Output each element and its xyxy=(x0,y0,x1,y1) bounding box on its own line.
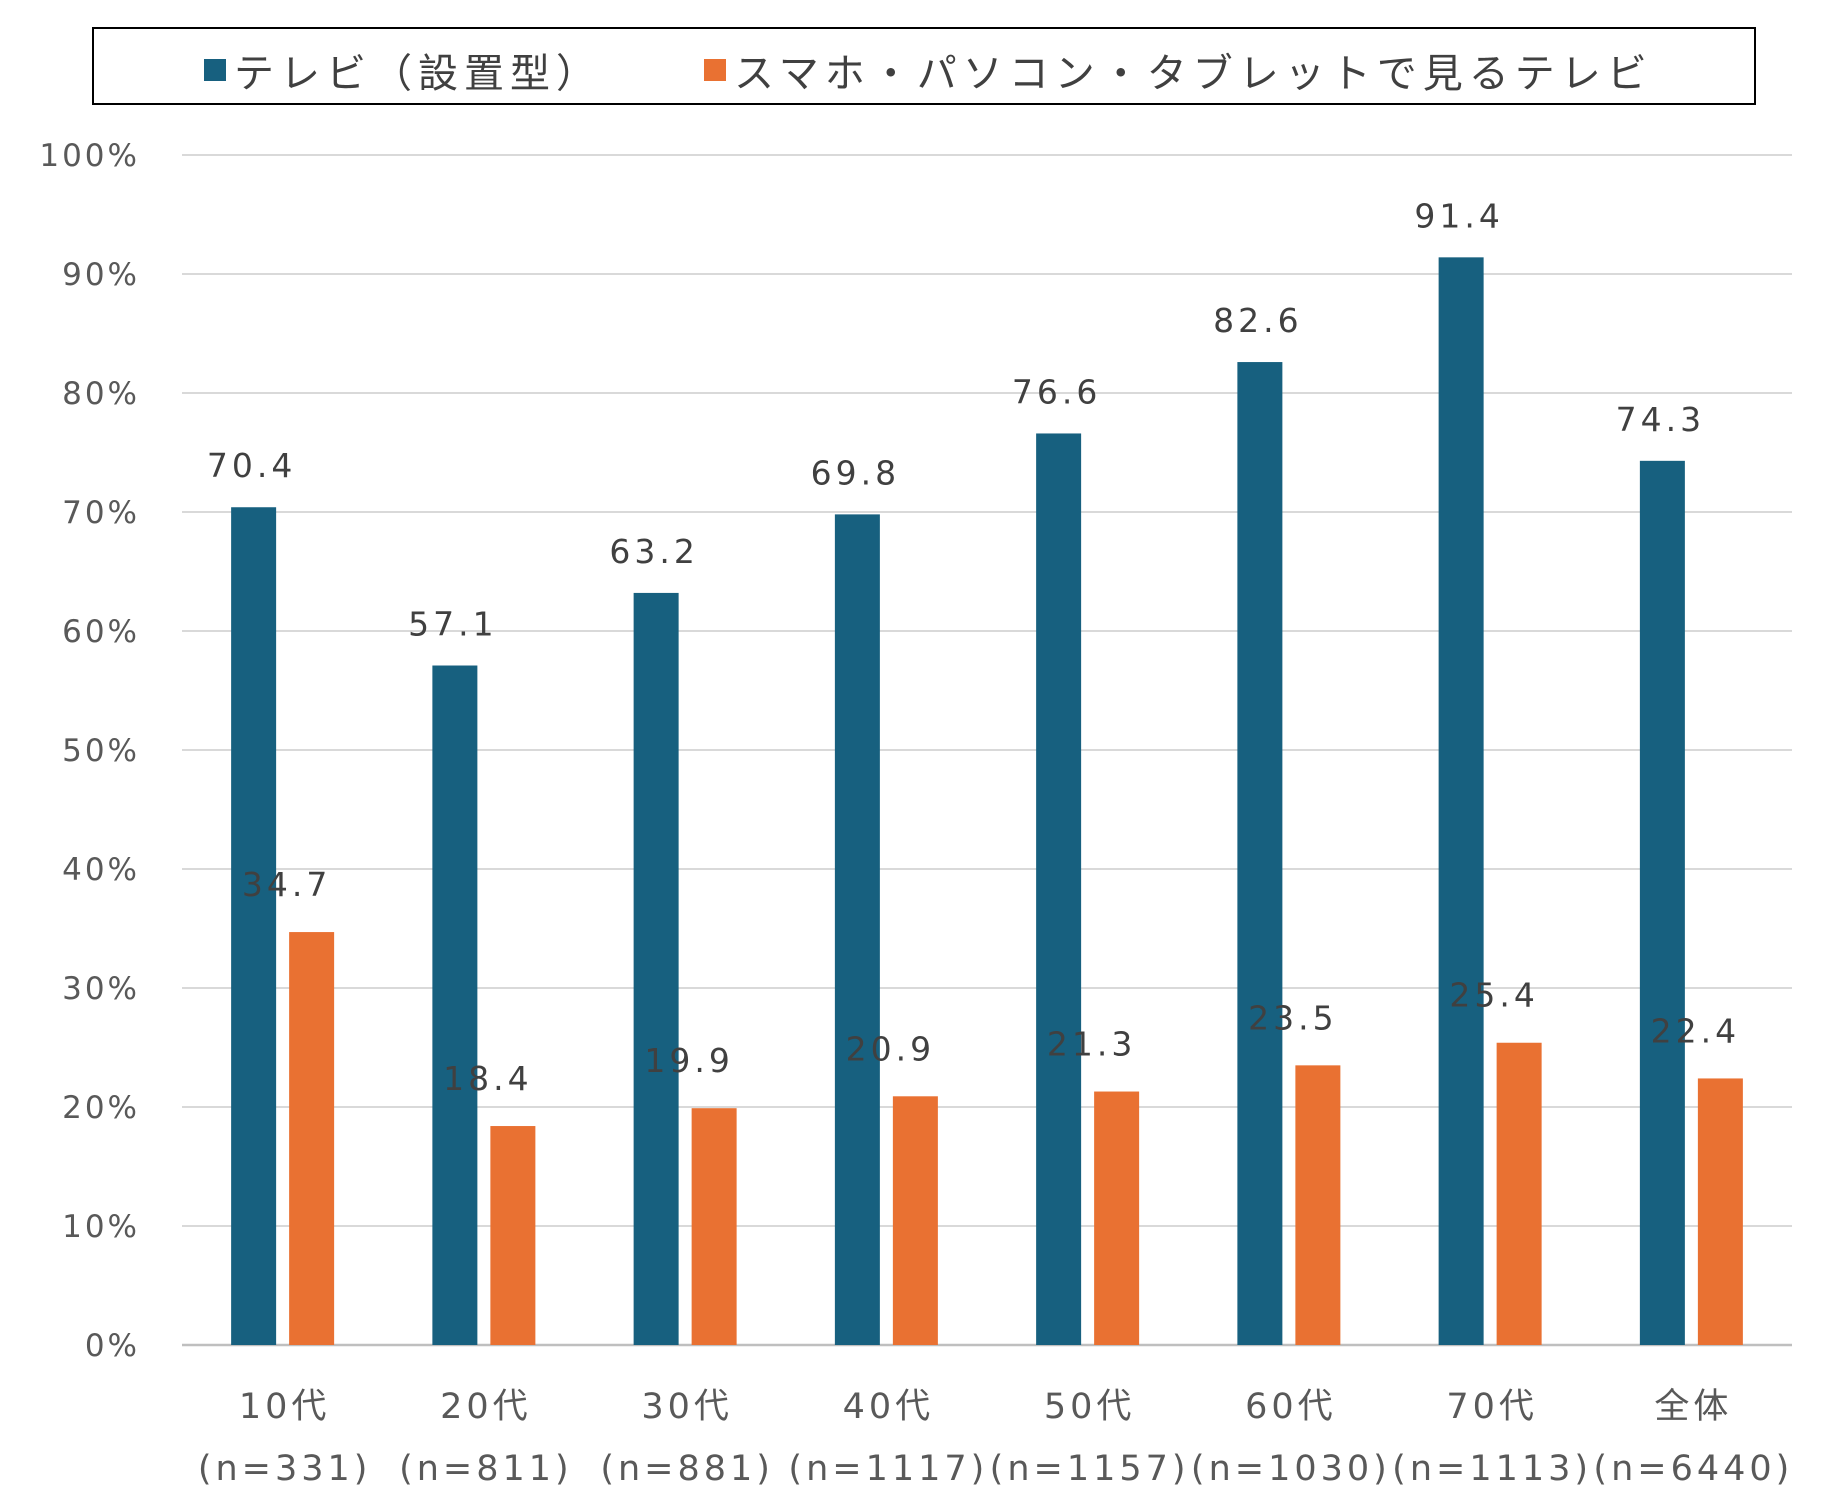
x-tick-label: 40代 xyxy=(843,1387,935,1427)
legend-swatch-series-1 xyxy=(204,59,226,81)
legend-swatch-series-2 xyxy=(704,59,726,81)
x-tick-sample-size: (n=1117) xyxy=(788,1449,988,1489)
bar-series-1 xyxy=(1639,460,1685,1346)
bar-series-2 xyxy=(1094,1091,1140,1345)
data-label-series-1: 82.6 xyxy=(1213,301,1302,340)
bar-series-2 xyxy=(1295,1065,1341,1345)
data-label-series-2: 23.5 xyxy=(1248,998,1337,1037)
x-tick-label: 全体 xyxy=(1654,1387,1732,1427)
x-tick-sample-size: (n=6440) xyxy=(1593,1449,1793,1489)
x-tick-sample-size: (n=811) xyxy=(399,1449,573,1489)
y-tick-label: 60% xyxy=(62,614,140,650)
bar-series-2 xyxy=(1496,1042,1542,1345)
data-label-series-1: 74.3 xyxy=(1616,400,1705,439)
data-label-series-1: 76.6 xyxy=(1012,372,1101,411)
x-tick-label: 10代 xyxy=(239,1387,331,1427)
bar-series-2 xyxy=(1697,1078,1743,1345)
y-axis-ticks: 0% 10% 20% 30% 40% 50% 60% 70% 80% 90% 100% xyxy=(39,138,140,1364)
x-tick-label: 50代 xyxy=(1044,1387,1136,1427)
bar-series-1 xyxy=(231,507,277,1345)
x-tick-sample-size: (n=881) xyxy=(600,1449,774,1489)
data-labels: 70.4 34.7 57.1 18.4 63.2 19.9 69.8 20.9 76.6 21.3… xyxy=(207,196,1740,1098)
y-tick-label: 50% xyxy=(62,733,140,769)
y-tick-label: 100% xyxy=(39,138,140,174)
bar-series-2 xyxy=(892,1096,938,1345)
y-tick-label: 30% xyxy=(62,971,140,1007)
bar-series-1 xyxy=(633,592,679,1345)
bar-series-1 xyxy=(432,665,478,1345)
bar-series-1 xyxy=(1438,257,1484,1346)
data-label-series-1: 69.8 xyxy=(811,453,900,492)
data-label-series-1: 63.2 xyxy=(609,532,698,571)
legend: テレビ（設置型） スマホ・パソコン・タブレットで見るテレビ xyxy=(92,27,1756,105)
y-tick-label: 40% xyxy=(62,852,140,888)
x-tick-sample-size: (n=1157) xyxy=(990,1449,1190,1489)
data-label-series-1: 57.1 xyxy=(408,605,497,644)
bar-series-1 xyxy=(834,514,880,1345)
x-tick-label: 30代 xyxy=(641,1387,733,1427)
data-label-series-2: 18.4 xyxy=(443,1059,532,1098)
legend-label-series-1: テレビ（設置型） xyxy=(234,51,602,97)
data-label-series-2: 21.3 xyxy=(1047,1025,1136,1064)
bar-series-2 xyxy=(289,932,335,1345)
x-tick-sample-size: (n=331) xyxy=(198,1449,372,1489)
data-label-series-2: 25.4 xyxy=(1449,976,1538,1015)
x-tick-label: 70代 xyxy=(1446,1387,1538,1427)
legend-label-series-2: スマホ・パソコン・タブレットで見るテレビ xyxy=(734,51,1653,97)
x-axis-ticks: 10代 (n=331) 20代 (n=811) 30代 (n=881) 40代 (n=1117… xyxy=(198,1387,1793,1489)
data-label-series-2: 34.7 xyxy=(242,865,331,904)
y-tick-label: 20% xyxy=(62,1090,140,1126)
data-label-series-2: 22.4 xyxy=(1651,1011,1740,1050)
y-tick-label: 10% xyxy=(62,1209,140,1245)
data-label-series-2: 20.9 xyxy=(846,1029,935,1068)
bar-series-2 xyxy=(691,1108,737,1345)
y-tick-label: 0% xyxy=(85,1328,140,1364)
bar-series-1 xyxy=(1237,362,1283,1345)
gridlines xyxy=(182,154,1792,1347)
data-label-series-2: 19.9 xyxy=(644,1041,733,1080)
y-tick-label: 80% xyxy=(62,376,140,412)
data-label-series-1: 91.4 xyxy=(1414,196,1503,235)
x-tick-label: 20代 xyxy=(440,1387,532,1427)
bars xyxy=(231,257,1743,1346)
bar-series-1 xyxy=(1036,433,1082,1346)
y-tick-label: 90% xyxy=(62,257,140,293)
x-tick-label: 60代 xyxy=(1245,1387,1337,1427)
legend-item-series-1: テレビ（設置型） xyxy=(204,41,602,99)
x-tick-sample-size: (n=1030) xyxy=(1191,1449,1391,1489)
legend-item-series-2: スマホ・パソコン・タブレットで見るテレビ xyxy=(704,41,1653,99)
data-label-series-1: 70.4 xyxy=(207,446,296,485)
y-tick-label: 70% xyxy=(62,495,140,531)
bar-series-2 xyxy=(490,1126,536,1345)
x-tick-sample-size: (n=1113) xyxy=(1392,1449,1592,1489)
